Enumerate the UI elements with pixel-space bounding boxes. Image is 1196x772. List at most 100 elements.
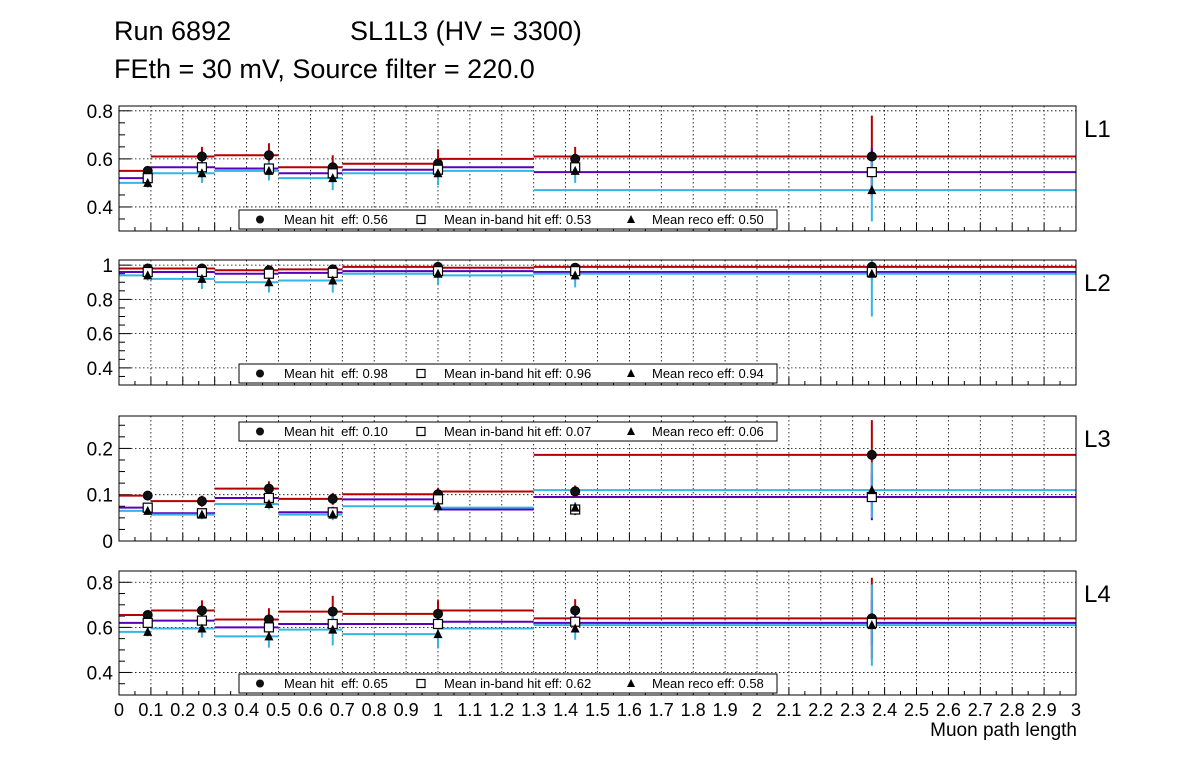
- y-tick-label: 0: [102, 532, 113, 553]
- legend-mean-hit-marker: [256, 215, 264, 224]
- x-tick-label: 2.9: [1032, 700, 1057, 720]
- panel-frame: [118, 415, 1077, 542]
- in-band-point: [263, 622, 275, 633]
- y-tick-label: 0.8: [87, 573, 113, 594]
- x-tick-label: 0.8: [362, 700, 387, 720]
- reco-point: [433, 501, 443, 511]
- legend-in-band-label: Mean in-band hit eff: 0.07: [444, 424, 591, 439]
- legend-reco-label: Mean reco eff: 0.50: [652, 212, 764, 227]
- reco-point: [570, 270, 580, 280]
- x-tick-label: 2.5: [904, 700, 929, 720]
- reco-point: [197, 273, 207, 283]
- reco-point: [143, 505, 153, 515]
- x-tick-label: 0.2: [170, 700, 195, 720]
- x-tick-label: 2: [752, 700, 762, 720]
- x-axis-title: Muon path length: [930, 720, 1077, 741]
- y-tick-label: 0.4: [87, 359, 114, 380]
- mean-hit-point: [570, 486, 581, 497]
- reco-point: [433, 168, 443, 178]
- panel-frame: [118, 570, 1077, 696]
- panel-frame: [118, 105, 1077, 232]
- settings-label: FEth = 30 mV, Source filter = 220.0: [114, 54, 535, 84]
- reco-point: [867, 620, 877, 630]
- legend-reco-label: Mean reco eff: 0.94: [652, 366, 764, 381]
- x-tick-label: 2.4: [872, 700, 897, 720]
- x-tick-label: 0.7: [330, 700, 355, 720]
- panel-l4: 0.4 0.6 0.8 L4 Mean hit eff: 0.65 Mean in-ban…: [87, 570, 1111, 696]
- mean-hit-point: [142, 490, 153, 501]
- x-tick-label: 2.8: [1000, 700, 1025, 720]
- x-tick-labels: 0 0.1 0.2 0.3 0.4 0.5 0.6 0.7 0.8 0.9 1 1.1 1.2 1.3 1.…: [114, 700, 1081, 720]
- reco-point: [328, 173, 338, 183]
- in-band-point: [432, 618, 444, 630]
- reco-point: [570, 502, 580, 512]
- x-tick-label: 1.5: [585, 700, 610, 720]
- y-tick-label: 0.8: [87, 102, 113, 123]
- reco-point: [570, 623, 580, 633]
- legend-box: [238, 421, 778, 442]
- x-tick-label: 0.6: [298, 700, 323, 720]
- x-tick-label: 2.7: [968, 700, 993, 720]
- reco-point: [328, 624, 338, 634]
- legend-in-band-marker: [416, 426, 426, 437]
- mean-hit-point: [866, 151, 877, 162]
- x-tick-label: 0: [114, 700, 124, 720]
- legend-mean-hit-label: Mean hit eff: 0.56: [284, 212, 388, 227]
- y-tick-label: 0.8: [87, 290, 113, 311]
- x-tick-label: 0.4: [234, 700, 259, 720]
- in-band-point: [866, 167, 877, 178]
- reco-point: [328, 275, 338, 285]
- layer-label: L3: [1084, 426, 1111, 453]
- legend-reco-marker: [627, 679, 635, 687]
- reco-point: [143, 626, 153, 636]
- in-band-point: [142, 617, 153, 628]
- x-tick-label: 1.3: [521, 700, 546, 720]
- reco-point: [264, 277, 274, 287]
- reco-point: [143, 177, 153, 187]
- y-tick-label: 0.6: [87, 150, 113, 171]
- x-tick-label: 1.6: [617, 700, 642, 720]
- y-tick-label: 0.6: [87, 325, 113, 346]
- mean-hit-point: [570, 605, 581, 616]
- y-tick-label: 0.6: [87, 618, 113, 639]
- reco-point: [570, 165, 580, 175]
- mean-hit-point: [196, 151, 207, 162]
- legend-reco-label: Mean reco eff: 0.06: [652, 424, 764, 439]
- legend-in-band-marker: [416, 678, 426, 689]
- mean-hit-point: [327, 606, 338, 617]
- x-tick-label: 0.5: [266, 700, 291, 720]
- legend-reco-label: Mean reco eff: 0.58: [652, 676, 764, 691]
- x-tick-label: 3: [1071, 700, 1081, 720]
- legend: Mean hit eff: 0.56 Mean in-band hit eff: …: [238, 209, 778, 230]
- reco-point: [264, 498, 274, 508]
- y-tick-label: 0.4: [87, 663, 114, 684]
- legend-in-band-label: Mean in-band hit eff: 0.62: [444, 676, 591, 691]
- y-tick-label: 0.4: [87, 198, 114, 219]
- x-tick-label: 1.1: [457, 700, 482, 720]
- x-tick-label: 1: [433, 700, 443, 720]
- mean-hit-point: [263, 483, 274, 494]
- mean-hit-point: [570, 153, 581, 164]
- chamber-label: SL1L3 (HV = 3300): [350, 16, 582, 46]
- x-tick-label: 2.6: [936, 700, 961, 720]
- reco-point: [197, 509, 207, 519]
- reco-point: [433, 268, 443, 278]
- legend-reco-marker: [627, 215, 635, 223]
- legend-mean-hit-marker: [256, 369, 264, 378]
- x-tick-label: 1.9: [713, 700, 738, 720]
- run-label: Run 6892: [114, 16, 232, 46]
- mean-hit-point: [263, 150, 274, 161]
- x-tick-label: 2.1: [776, 700, 801, 720]
- mean-hit-point: [327, 493, 338, 504]
- x-tick-label: 2.2: [808, 700, 833, 720]
- legend-mean-hit-label: Mean hit eff: 0.98: [284, 366, 388, 381]
- layer-label: L2: [1084, 270, 1111, 297]
- x-tick-label: 1.7: [649, 700, 674, 720]
- x-tick-label: 0.1: [138, 700, 163, 720]
- legend-mean-hit-label: Mean hit eff: 0.10: [284, 424, 388, 439]
- reco-point: [197, 623, 207, 633]
- x-tick-label: 1.8: [681, 700, 706, 720]
- reco-point: [197, 168, 207, 178]
- reco-point: [264, 631, 274, 641]
